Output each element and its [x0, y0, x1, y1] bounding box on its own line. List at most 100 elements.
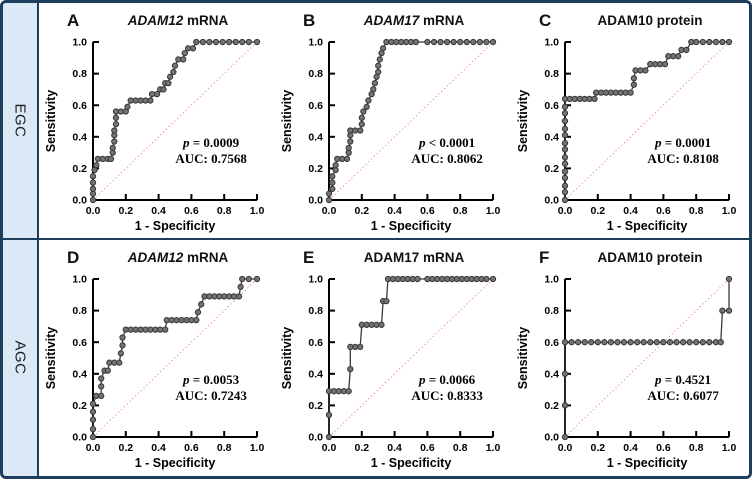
roc-marker — [561, 109, 569, 117]
roc-chart-d: 0.00.0 0.2 0.2 0.4 0.4 0.6 0.6 0.8 0.8 1.0 1.0 1 - … — [44, 273, 265, 469]
roc-marker — [245, 275, 252, 282]
stats-p-rest: = 0.4521 — [661, 372, 711, 387]
x-tick-label: 0.2 — [590, 205, 605, 217]
roc-marker — [489, 275, 497, 282]
roc-marker — [719, 306, 726, 314]
roc-marker — [368, 321, 375, 328]
roc-marker — [89, 179, 97, 186]
x-tick-label: 1.0 — [250, 442, 265, 454]
y-tick-label: 1.0 — [544, 37, 559, 49]
x-tick-label: 1.0 — [486, 205, 501, 217]
roc-marker — [329, 185, 336, 193]
roc-marker — [561, 433, 569, 440]
roc-marker — [627, 338, 634, 345]
panel-title: ADAM17 mRNA — [321, 250, 507, 265]
roc-marker — [561, 182, 569, 189]
x-axis-label: 1 - Specificity — [371, 456, 452, 470]
x-tick-label: 0.2 — [118, 205, 133, 217]
x-tick-label: 1.0 — [722, 205, 737, 217]
stats-p-value: p < 0.0001 — [418, 135, 475, 150]
roc-marker — [412, 38, 420, 46]
diagonal-reference-line — [92, 278, 258, 437]
roc-marker — [206, 38, 213, 46]
y-tick-label: 0.4 — [72, 131, 87, 143]
panel-title: ADAM12 mRNA — [85, 250, 271, 265]
roc-marker — [437, 38, 444, 46]
roc-marker — [198, 300, 205, 307]
roc-marker — [561, 370, 569, 377]
roc-marker — [430, 38, 438, 46]
roc-chart-e: 0.00.0 0.2 0.2 0.4 0.4 0.6 0.6 0.8 0.8 1.0 1.0 1 - … — [280, 273, 500, 470]
roc-marker — [601, 338, 608, 345]
panel-header: A ADAM12 mRNA — [39, 9, 275, 33]
y-tick-label: 0.0 — [544, 431, 559, 443]
roc-panel-e: E ADAM17 mRNA 0.0 0.0 0.2 0.2 0.4 0.4 0.6 0.6 0.8 0… — [275, 240, 511, 474]
panel-title-text: ADAM17 mRNA — [363, 249, 465, 265]
y-tick-label: 0.4 — [544, 131, 559, 143]
roc-marker — [376, 56, 383, 63]
roc-marker — [347, 138, 354, 145]
y-tick-label: 0.4 — [308, 368, 323, 380]
stats-p-value: p = 0.0001 — [654, 135, 711, 150]
x-tick-label: 1.0 — [722, 442, 737, 454]
panel-letter-a: A — [67, 11, 80, 30]
y-axis-label: Sensitivity — [44, 326, 58, 389]
panel-row-agc: D ADAM12 mRNA 0.0 0.0 0.2 0.2 0.4 0.4 0.6 0.6 0.8 0… — [39, 239, 749, 476]
roc-marker — [89, 173, 97, 180]
panel-title-gene: ADAM17 — [363, 13, 420, 28]
roc-marker — [239, 38, 246, 46]
roc-marker — [347, 365, 354, 372]
roc-marker — [119, 333, 126, 341]
roc-marker — [335, 387, 342, 394]
roc-marker — [375, 62, 382, 69]
roc-marker — [98, 392, 105, 399]
roc-marker — [165, 79, 172, 87]
roc-marker — [104, 366, 111, 374]
roc-marker — [561, 401, 569, 409]
panel-title-gene: ADAM12 — [127, 249, 184, 265]
roc-marker — [414, 275, 421, 282]
roc-marker — [325, 196, 333, 204]
y-tick-label: 0.4 — [544, 368, 559, 380]
roc-marker — [561, 196, 569, 204]
x-axis-label: 1 - Specificity — [135, 219, 216, 233]
panel-letter-e: E — [303, 247, 315, 267]
stats-auc: AUC: 0.6077 — [647, 387, 719, 402]
roc-marker — [384, 275, 392, 282]
roc-marker — [693, 38, 700, 46]
roc-marker — [675, 53, 682, 60]
roc-marker — [483, 275, 490, 282]
stats-p-value: p = 0.0009 — [182, 135, 240, 150]
roc-marker — [699, 338, 706, 345]
roc-chart-f: 0.00.0 0.2 0.2 0.4 0.4 0.6 0.6 0.8 0.8 1.0 1.0 1 - … — [516, 273, 737, 469]
roc-marker — [99, 155, 106, 163]
roc-marker — [470, 38, 477, 46]
roc-marker — [358, 121, 365, 128]
roc-marker — [612, 89, 619, 96]
roc-marker — [235, 292, 243, 300]
y-axis-label: Sensitivity — [280, 326, 294, 389]
roc-marker — [93, 162, 100, 169]
roc-marker — [561, 168, 569, 175]
y-tick-label: 0.8 — [72, 68, 87, 80]
roc-marker — [561, 139, 569, 147]
stats-p-rest: = 0.0001 — [661, 135, 711, 150]
y-tick-label: 0.6 — [72, 336, 87, 348]
roc-marker — [153, 90, 161, 98]
row-label-agc: AGC — [11, 340, 29, 375]
x-tick-label: 0.2 — [118, 442, 133, 454]
diagonal-reference-line — [328, 278, 494, 437]
roc-marker — [630, 75, 638, 82]
roc-marker — [358, 114, 365, 121]
y-tick-label: 0.6 — [308, 336, 323, 348]
panel-title-text: ADAM10 protein — [597, 249, 703, 265]
roc-marker — [424, 38, 431, 46]
roc-marker — [699, 38, 706, 46]
y-tick-label: 0.6 — [544, 100, 559, 112]
roc-marker — [393, 38, 400, 46]
roc-marker — [132, 97, 139, 104]
roc-marker — [561, 338, 569, 345]
x-tick-label: 0.4 — [387, 442, 402, 454]
y-tick-label: 1.0 — [308, 273, 323, 285]
